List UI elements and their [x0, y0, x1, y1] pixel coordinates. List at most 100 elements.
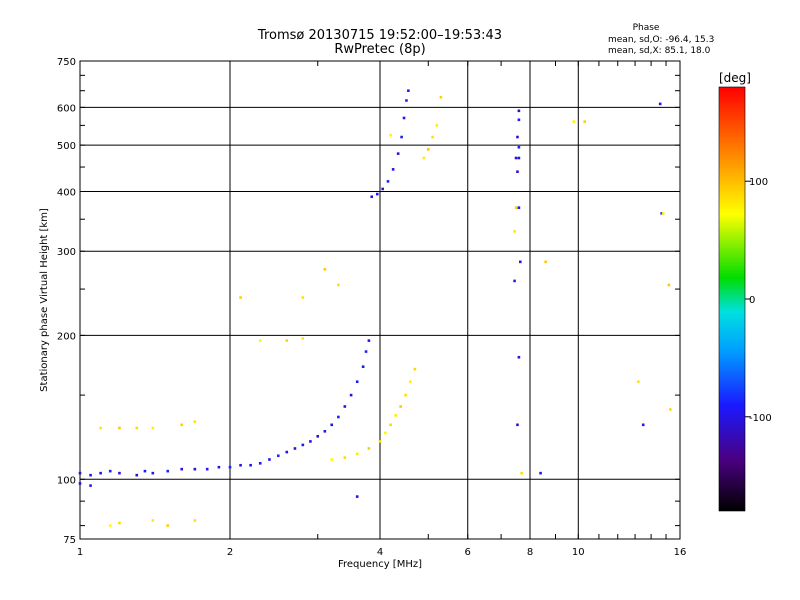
data-point-o — [268, 458, 271, 461]
data-point-o — [151, 471, 155, 475]
data-point-o — [517, 109, 521, 113]
data-point-x — [193, 420, 197, 423]
data-point-o — [391, 168, 395, 171]
data-point-x — [367, 447, 371, 450]
x-tick-label: 6 — [465, 547, 471, 558]
data-point-o — [513, 279, 516, 283]
data-point-x — [583, 120, 586, 123]
data-point-x — [572, 120, 576, 123]
data-point-x — [404, 393, 407, 397]
colorbar-tick-label: 0 — [749, 295, 755, 306]
data-point-o — [660, 212, 663, 215]
data-point-x — [239, 296, 242, 299]
data-point-o — [516, 170, 519, 174]
data-point-x — [135, 426, 139, 430]
data-point-x — [151, 519, 155, 522]
data-point-x — [661, 212, 665, 215]
data-point-o — [285, 450, 289, 454]
data-point-o — [517, 156, 521, 160]
data-points — [78, 89, 672, 527]
data-point-o — [166, 469, 170, 473]
data-point-o — [517, 206, 521, 209]
data-point-o — [375, 192, 379, 196]
stats-line-o: mean, sd,O: -96.4, 15.3 — [608, 35, 714, 45]
data-point-x — [435, 124, 439, 127]
colorbar — [718, 86, 746, 512]
data-point-o — [108, 469, 112, 473]
data-point-x — [108, 524, 112, 527]
y-tick-label: 300 — [57, 247, 76, 258]
data-point-o — [396, 152, 400, 155]
stats-line-x: mean, sd,X: 85.1, 18.0 — [608, 46, 711, 56]
data-point-o — [143, 469, 147, 473]
data-point-o — [276, 454, 280, 458]
x-tick-label: 10 — [572, 547, 585, 558]
data-point-x — [413, 367, 417, 371]
data-point-x — [394, 414, 397, 417]
data-point-x — [166, 524, 170, 527]
data-point-o — [367, 339, 371, 342]
y-axis-label: Stationary phase Virtual Height [km] — [39, 208, 50, 392]
data-point-o — [205, 467, 209, 471]
data-point-o — [355, 495, 359, 498]
data-point-o — [381, 187, 384, 191]
y-axis: 75 100 200 300 400 500 600 750 — [57, 57, 680, 546]
data-point-o — [355, 380, 359, 384]
data-point-o — [118, 471, 121, 475]
data-point-o — [400, 135, 403, 139]
data-point-x — [389, 133, 392, 137]
y-tick-label: 750 — [57, 57, 76, 68]
data-point-x — [337, 283, 340, 287]
data-point-x — [667, 283, 671, 287]
x-tick-label: 2 — [227, 547, 233, 558]
data-point-x — [426, 148, 430, 151]
data-point-x — [180, 423, 184, 427]
x-tick-label: 4 — [377, 547, 383, 558]
data-point-o — [641, 423, 645, 427]
data-point-o — [309, 440, 312, 443]
data-point-x — [408, 380, 412, 384]
data-point-x — [118, 426, 121, 430]
data-point-x — [384, 431, 387, 435]
data-point-o — [343, 405, 347, 408]
data-point-o — [228, 465, 232, 469]
data-point-o — [349, 393, 353, 397]
data-point-o — [323, 430, 327, 433]
y-tick-label: 500 — [57, 141, 76, 152]
data-point-o — [89, 484, 92, 487]
data-point-x — [118, 521, 121, 525]
y-tick-label: 400 — [57, 187, 76, 198]
data-point-o — [405, 99, 408, 102]
x-axis: 1 2 4 8 16 6 10 — [77, 61, 686, 558]
colorbar-ticks: 100 0 -100 — [745, 177, 772, 424]
data-point-o — [539, 471, 542, 475]
data-point-o — [239, 463, 242, 467]
data-point-o — [370, 195, 374, 199]
y-tick-label: 600 — [57, 103, 76, 114]
x-axis-label: Frequency [MHz] — [338, 559, 422, 570]
stats-heading: Phase — [633, 23, 660, 33]
chart-subtitle: RwPretec (8p) — [334, 42, 425, 57]
data-point-o — [78, 471, 82, 475]
data-point-x — [422, 156, 426, 160]
data-point-x — [389, 423, 392, 427]
y-tick-label: 200 — [57, 331, 76, 342]
data-point-x — [431, 135, 434, 139]
data-point-o — [386, 180, 390, 183]
data-point-o — [193, 467, 197, 471]
colorbar-tick-label: -100 — [749, 413, 772, 424]
data-point-x — [193, 519, 197, 522]
data-point-o — [517, 118, 521, 122]
data-point-o — [517, 145, 521, 149]
data-point-x — [99, 426, 102, 430]
data-point-x — [151, 426, 155, 430]
data-point-o — [658, 102, 662, 106]
data-point-o — [517, 355, 521, 359]
data-point-o — [293, 447, 297, 450]
grid — [80, 61, 680, 539]
data-point-o — [217, 465, 221, 469]
data-point-x — [637, 380, 640, 384]
data-point-o — [330, 423, 334, 427]
data-point-x — [323, 267, 327, 271]
